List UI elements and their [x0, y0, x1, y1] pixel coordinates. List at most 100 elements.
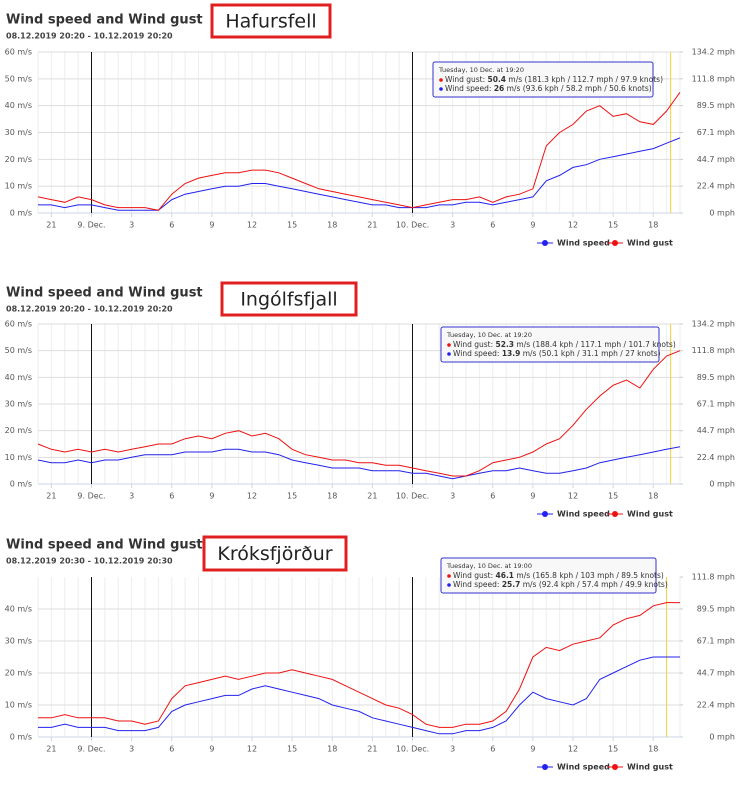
x-tick-label: 10. Dec. [396, 492, 429, 501]
y-tick-label: 0 m/s [10, 733, 32, 742]
x-tick-label: 18 [648, 221, 658, 230]
station-name: Ingólfsfjall [240, 289, 337, 311]
station-name: Króksfjörður [217, 543, 332, 565]
y2-tick-label: 67.1 mph [697, 400, 735, 409]
series-line [38, 602, 680, 728]
y2-tick-label: 44.7 mph [697, 669, 735, 678]
tooltip-detail: m/s (92.4 kph / 57.4 mph / 49.9 knots) [523, 580, 668, 589]
x-tick-label: 9 [209, 492, 214, 501]
y2-tick-label: 0 mph [709, 480, 735, 489]
x-tick-label: 15 [608, 745, 618, 754]
tooltip-value: 52.3 [496, 340, 515, 349]
x-tick-label: 9 [530, 745, 535, 754]
tooltip-header: Tuesday, 10 Dec. at 19:20 [438, 66, 524, 74]
chart-title: Wind speed and Wind gust [6, 13, 203, 28]
tooltip-marker [439, 78, 443, 82]
x-tick-label: 6 [169, 492, 174, 501]
tooltip-box [432, 61, 654, 98]
x-tick-label: 15 [287, 221, 297, 230]
y2-tick-label: 0 mph [709, 209, 735, 218]
tooltip-marker [439, 87, 443, 91]
tooltip-row: Wind gust: 52.3 m/s (188.4 kph / 117.1 m… [453, 340, 676, 349]
chart-title: Wind speed and Wind gust [6, 286, 203, 301]
x-tick-label: 21 [367, 221, 377, 230]
x-tick-label: 18 [327, 745, 337, 754]
x-tick-label: 9 [530, 492, 535, 501]
x-tick-label: 18 [648, 745, 658, 754]
y-tick-label: 60 m/s [5, 48, 32, 57]
tooltip-marker [447, 343, 451, 347]
station-box [220, 281, 358, 317]
y2-tick-label: 134.2 mph [692, 320, 735, 329]
series-line [37, 92, 681, 211]
y2-tick-label: 44.7 mph [697, 155, 735, 164]
x-tick-label: 12 [568, 745, 578, 754]
x-tick-label: 15 [287, 492, 297, 501]
tooltip-value: 46.1 [496, 571, 515, 580]
y2-tick-label: 67.1 mph [697, 128, 735, 137]
tooltip-detail: m/s (188.4 kph / 117.1 mph / 101.7 knots… [516, 340, 675, 349]
legend-label: Wind speed [557, 763, 610, 772]
y-tick-label: 20 m/s [5, 155, 32, 164]
tooltip-marker [447, 574, 451, 578]
y2-tick-label: 22.4 mph [697, 700, 735, 709]
x-tick-label: 21 [367, 745, 377, 754]
x-tick-label: 6 [169, 745, 174, 754]
y-tick-label: 50 m/s [5, 74, 32, 83]
x-tick-label: 6 [490, 492, 495, 501]
y2-tick-label: 111.8 mph [692, 74, 735, 83]
tooltip-detail: m/s (165.8 kph / 103 mph / 89.5 knots) [516, 571, 663, 580]
x-tick-label: 3 [129, 745, 134, 754]
y-tick-label: 30 m/s [5, 400, 32, 409]
y2-tick-label: 67.1 mph [697, 636, 735, 645]
chart: Wind speed and Wind gust 08.12.2019 20:20… [5, 281, 735, 519]
series-line [38, 656, 680, 735]
x-tick-label: 18 [327, 221, 337, 230]
chart-subtitle: 08.12.2019 20:20 - 10.12.2019 20:20 [6, 305, 173, 314]
x-tick-label: 12 [247, 745, 257, 754]
x-tick-label: 6 [490, 745, 495, 754]
x-tick-label: 18 [648, 492, 658, 501]
tooltip-row: Wind speed: 25.7 m/s (92.4 kph / 57.4 mp… [453, 580, 668, 589]
y-tick-label: 40 m/s [5, 373, 32, 382]
y-tick-label: 0 m/s [10, 209, 32, 218]
y-tick-label: 40 m/s [5, 605, 32, 614]
tooltip-marker [447, 583, 451, 587]
y-tick-label: 10 m/s [5, 701, 32, 710]
station-box [202, 535, 348, 572]
x-tick-label: 12 [568, 492, 578, 501]
y2-tick-label: 89.5 mph [697, 604, 735, 613]
chart-subtitle: 08.12.2019 20:30 - 10.12.2019 20:30 [6, 557, 173, 566]
y2-tick-label: 22.4 mph [697, 453, 735, 462]
tooltip-label: Wind speed: [453, 580, 499, 589]
station-name: Hafursfell [225, 11, 316, 33]
y-tick-label: 30 m/s [5, 128, 32, 137]
x-tick-label: 15 [287, 745, 297, 754]
x-tick-label: 9 [530, 221, 535, 230]
y-tick-label: 40 m/s [5, 101, 32, 110]
tooltip-header: Tuesday, 10 Dec. at 19:00 [446, 562, 532, 570]
legend-label: Wind speed [557, 239, 610, 248]
y-tick-label: 0 m/s [10, 480, 32, 489]
tooltip-marker [447, 352, 451, 356]
x-tick-label: 21 [46, 492, 56, 501]
tooltip-detail: m/s (181.3 kph / 112.7 mph / 97.9 knots) [508, 75, 663, 84]
x-tick-label: 12 [568, 221, 578, 230]
chart: Wind speed and Wind gust 08.12.2019 20:30… [5, 535, 735, 772]
x-tick-label: 3 [129, 221, 134, 230]
legend-label: Wind gust [627, 763, 673, 772]
tooltip-value: 50.4 [488, 75, 507, 84]
chart-title: Wind speed and Wind gust [6, 538, 203, 553]
y2-tick-label: 134.2 mph [692, 48, 735, 57]
tooltip-label: Wind gust: [453, 340, 493, 349]
y2-tick-label: 89.5 mph [697, 101, 735, 110]
tooltip-value: 25.7 [502, 580, 521, 589]
tooltip-label: Wind gust: [453, 571, 493, 580]
tooltip-row: Wind speed: 13.9 m/s (50.1 kph / 31.1 mp… [453, 349, 661, 358]
x-tick-label: 10. Dec. [396, 221, 429, 230]
x-tick-label: 15 [608, 221, 618, 230]
y2-tick-label: 0 mph [709, 733, 735, 742]
series-line [37, 350, 681, 477]
legend-label: Wind speed [557, 510, 610, 519]
